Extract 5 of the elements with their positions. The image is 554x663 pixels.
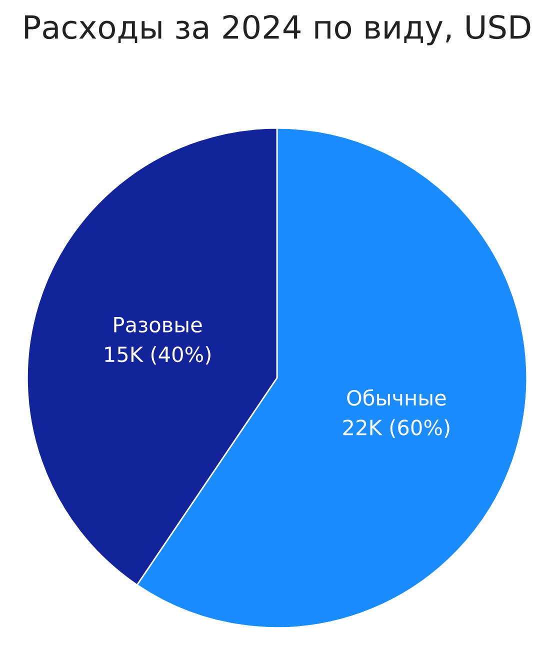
slice-label: Разовые xyxy=(114,317,202,333)
data-label: 22K (60%) xyxy=(343,419,450,438)
slice-label: Обычные xyxy=(347,389,446,406)
data-label: 15K (40%) xyxy=(105,346,210,365)
chart-title: Расходы за 2024 по виду, USD xyxy=(25,14,530,46)
